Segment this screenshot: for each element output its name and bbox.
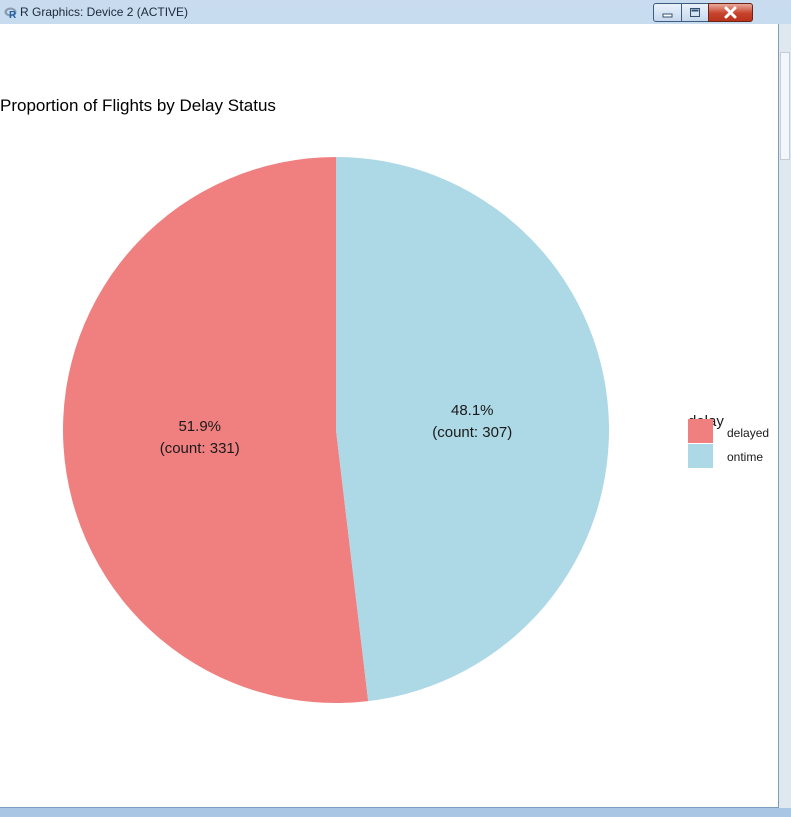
pie-slice-ontime [336,157,610,702]
maximize-icon [690,8,700,17]
vertical-scrollbar[interactable] [779,24,791,808]
slice-label-delayed: 51.9% (count: 331) [160,416,240,460]
slice-label-ontime: 48.1% (count: 307) [432,400,512,444]
title-bar[interactable]: R R Graphics: Device 2 (ACTIVE) [0,0,791,24]
r-logo-icon: R [4,6,17,21]
maximize-button[interactable] [681,3,709,22]
pie-slice-delayed [63,157,369,704]
legend-label-delayed: delayed [727,426,770,440]
slice-percent-delayed: 51.9% [178,418,222,436]
close-icon [724,6,737,19]
slice-count-ontime: (count: 307) [432,423,513,441]
close-button[interactable] [708,3,753,22]
plot-area: Proportion of Flights by Delay Status 51… [0,24,779,808]
window-title: R Graphics: Device 2 (ACTIVE) [20,5,189,19]
chart-title: Proportion of Flights by Delay Status [0,96,276,115]
slice-percent-ontime: 48.1% [450,401,494,419]
pie-chart [63,157,610,704]
scrollbar-thumb[interactable] [780,52,790,160]
minimize-icon [662,13,673,18]
svg-text:R: R [9,10,17,19]
slice-count-delayed: (count: 331) [159,440,240,458]
minimize-button[interactable] [653,3,682,22]
legend-key-delayed [688,419,713,443]
legend-label-ontime: ontime [727,450,764,464]
legend-key-ontime [688,444,713,468]
